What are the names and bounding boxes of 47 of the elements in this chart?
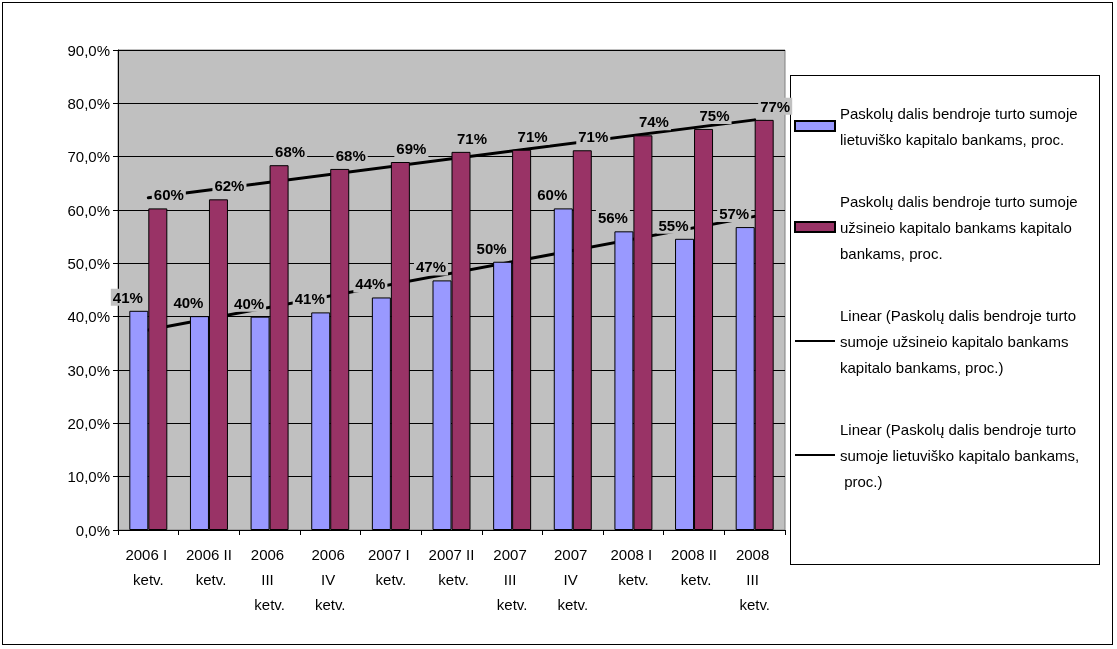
data-label: 56% [597,209,628,227]
data-label: 60% [537,186,568,204]
x-tick-label: 2007 I ketv. [367,546,414,588]
data-label: 62% [214,177,245,195]
data-label: 40% [173,294,204,312]
data-label: 41% [294,290,325,308]
x-tick-label: 2007 IV ketv. [554,546,592,613]
data-label: 47% [415,258,447,276]
legend-label: Linear (Paskolų dalis bendroje turto sumoje lietuviško kapitalo bankams, proc.) [840,420,1081,490]
x-tick-label: 2008 II ketv. [671,546,717,588]
data-label: 55% [658,216,689,234]
data-label: 74% [638,113,669,131]
data-label: 60% [153,186,184,204]
y-tick-label: 40,0% [67,308,110,326]
y-tick-label: 0,0% [75,521,110,539]
y-tick-label: 10,0% [67,468,110,486]
x-tick-label: 2007 II ketv. [428,546,475,588]
legend-label: Paskolų dalis bendroje turto sumoje užsineio kapitalo bankams kapitalo bankams, proc. [840,192,1082,262]
x-tick-label: 2006 I ketv. [125,546,172,588]
x-tick-label: 2008 III ketv. [735,546,774,613]
y-tick-label: 90,0% [67,41,110,59]
data-label: 68% [335,146,366,164]
legend-label: Linear (Paskolų dalis bendroje turto sumoje užsineio kapitalo bankams kapitalo bankams, proc.) [840,306,1081,376]
y-tick-label: 30,0% [67,361,110,379]
x-tick-label: 2008 I ketv. [610,546,657,588]
y-tick-label: 20,0% [67,414,110,432]
data-label: 50% [476,239,507,257]
y-tick-label: 60,0% [67,201,110,219]
x-tick-label: 2007 III ketv. [493,546,531,613]
legend-label: Paskolų dalis bendroje turto sumoje lietuviško kapitalo bankams, proc. [840,104,1082,148]
data-label: 71% [578,128,609,146]
x-tick-label: 2006 II ketv. [186,546,232,588]
data-label: 44% [355,275,386,293]
data-label: 75% [699,106,730,124]
x-tick-label: 2006 III ketv. [250,546,289,613]
data-label: 41% [112,288,143,306]
y-tick-label: 50,0% [67,254,110,272]
x-tick-label: 2006 IV ketv. [311,546,349,613]
data-label: 71% [517,127,548,145]
data-label: 77% [760,97,791,115]
data-label: 68% [275,143,306,161]
y-tick-label: 70,0% [67,148,110,166]
data-label: 71% [456,129,488,147]
y-tick-label: 80,0% [67,94,110,112]
data-label: 69% [396,140,427,157]
data-label: 57% [719,205,750,223]
data-label: 40% [234,294,265,312]
